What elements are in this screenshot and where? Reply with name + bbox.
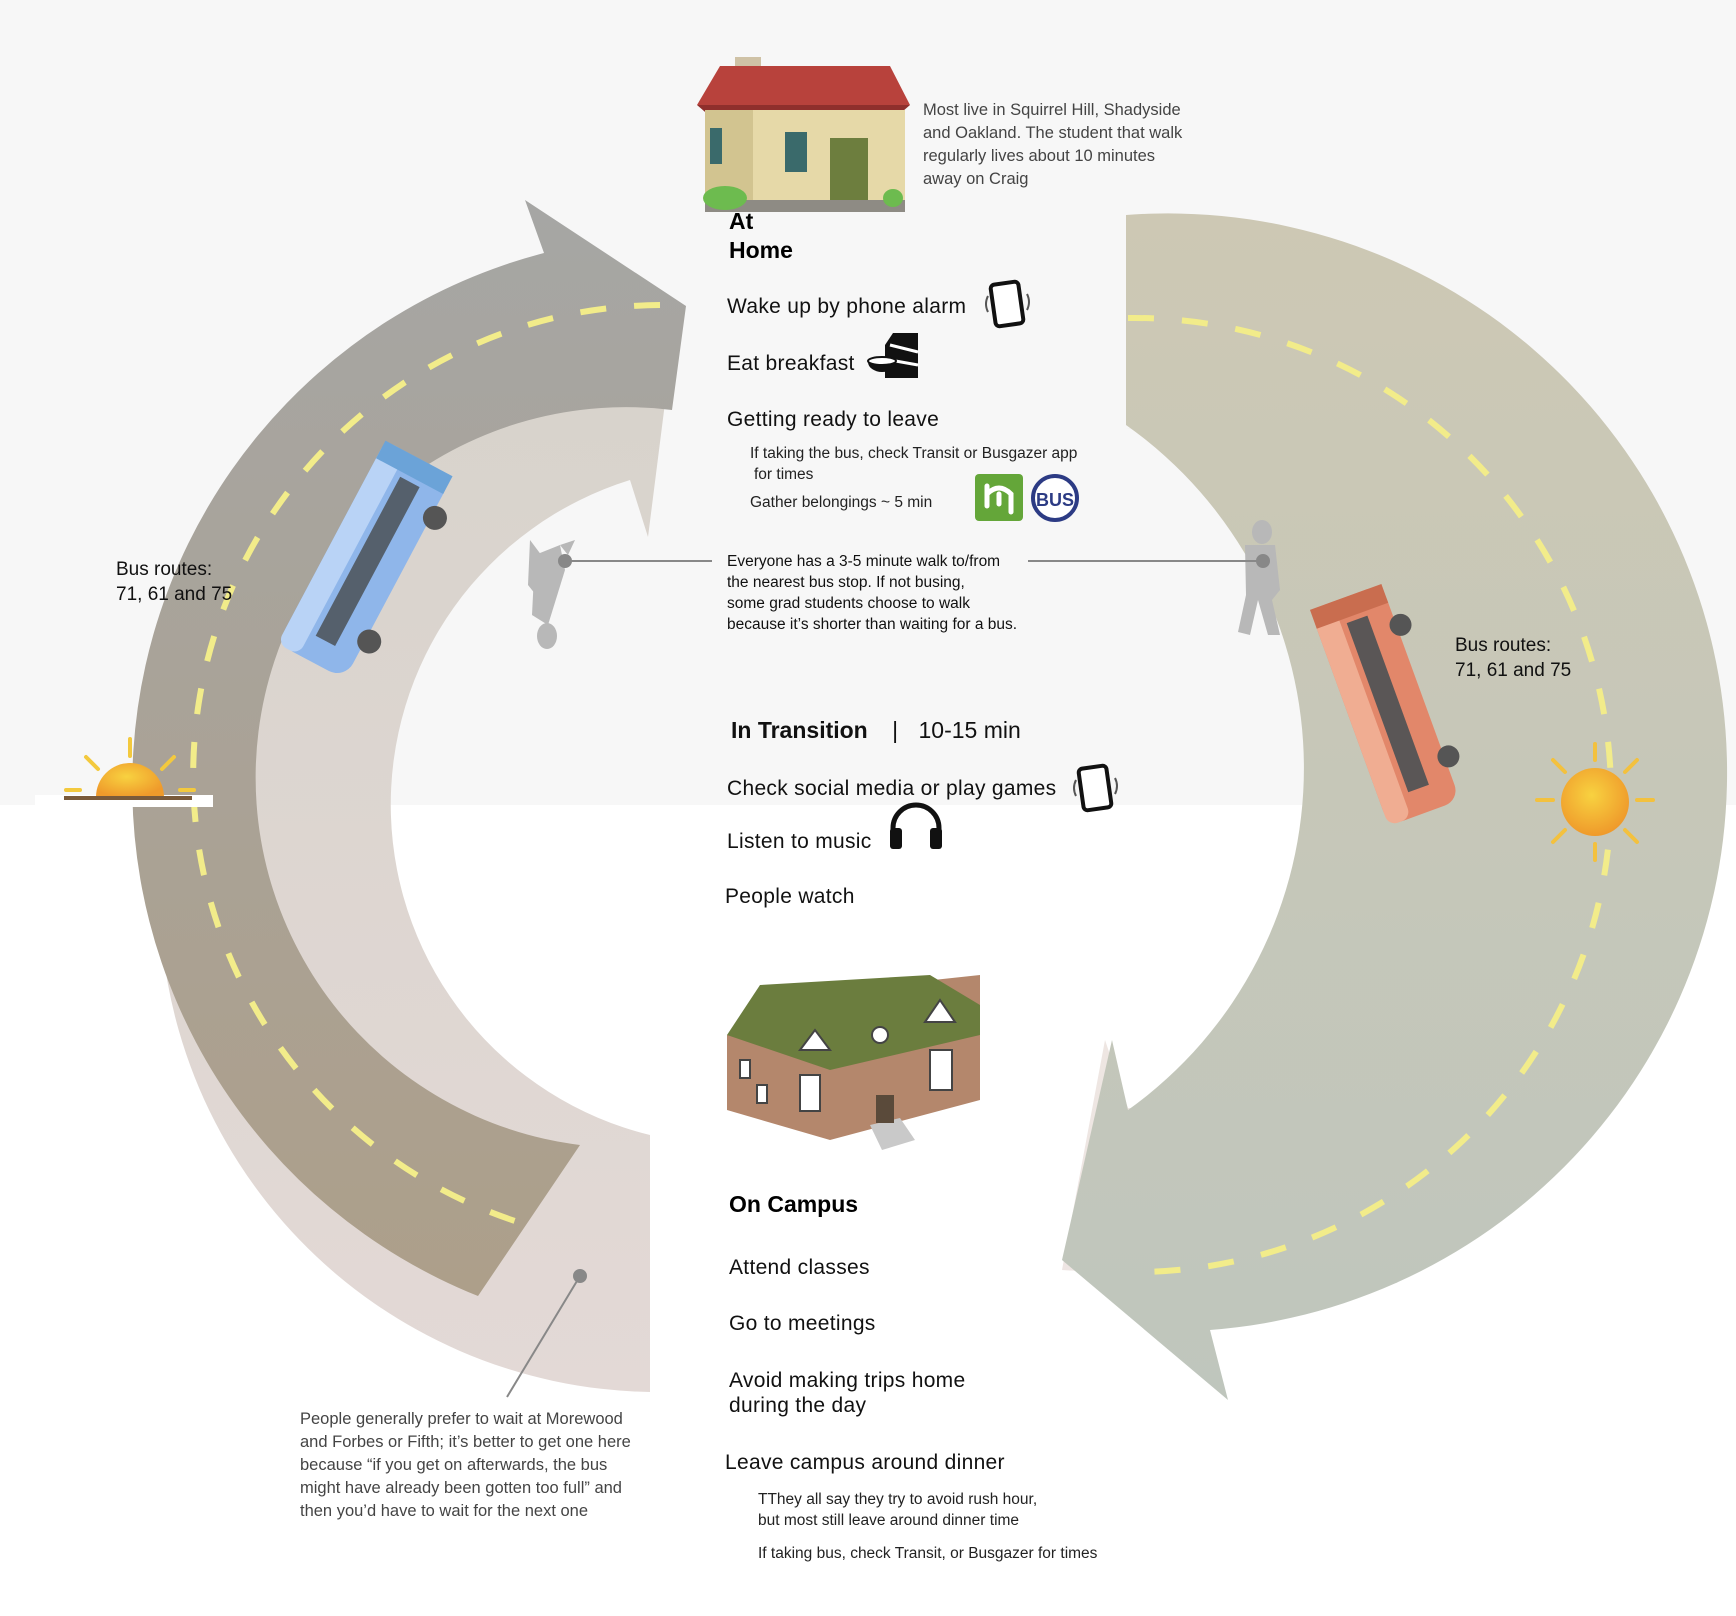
social-media-activity: Check social media or play games [727, 777, 1057, 800]
headphones-icon [890, 802, 942, 849]
phone-alarm-icon [985, 279, 1030, 329]
sun-icon [1535, 742, 1655, 862]
bus-check-note: If taking the bus, check Transit or Busg… [750, 445, 1078, 483]
on-campus-heading: On Campus [729, 1191, 859, 1217]
getting-ready-activity: Getting ready to leave [727, 408, 940, 431]
left-road-dashes [190, 302, 661, 1225]
go-to-meetings-activity: Go to meetings [729, 1312, 876, 1335]
sunrise-icon [35, 737, 213, 807]
people-watch-activity: People watch [725, 885, 855, 908]
house-icon [697, 57, 910, 212]
walker-right-icon [1238, 520, 1280, 635]
home-location-note: Most live in Squirrel Hill, Shadyside and… [923, 101, 1183, 188]
transition-separator: | [892, 717, 899, 743]
attend-classes-activity: Attend classes [729, 1256, 870, 1279]
campus-bus-check-note: If taking bus, check Transit, or Busgaze… [758, 1545, 1098, 1562]
transit-app-icon [975, 474, 1023, 521]
eat-breakfast-activity: Eat breakfast [727, 352, 855, 375]
in-transition-heading: In Transition | 10-15 min [731, 717, 1021, 744]
wait-callout-line [506, 1269, 587, 1398]
walker-left-icon [528, 540, 575, 649]
gather-belongings-note: Gather belongings ~ 5 min [750, 494, 933, 511]
wake-up-activity: Wake up by phone alarm [727, 295, 967, 318]
breakfast-icon [867, 333, 919, 378]
busgazer-app-icon: BUS [1031, 474, 1079, 522]
transition-duration: 10-15 min [918, 717, 1021, 743]
blue-bus-icon [280, 440, 453, 674]
leave-campus-activity: Leave campus around dinner [725, 1451, 1005, 1474]
campus-building-icon [727, 975, 980, 1150]
bus-routes-right: Bus routes: 71, 61 and 75 [1455, 635, 1572, 681]
bus-routes-left: Bus routes: 71, 61 and 75 [116, 559, 233, 605]
right-road-dashes [1127, 314, 1615, 1275]
walk-note: Everyone has a 3-5 minute walk to/from th… [727, 553, 1018, 633]
rush-hour-note: TThey all say they try to avoid rush hou… [758, 1491, 1038, 1529]
orange-bus-icon [1309, 583, 1460, 824]
left-road-arrow [132, 200, 687, 1296]
svg-text:BUS: BUS [1036, 490, 1074, 510]
wait-location-note: People generally prefer to wait at Morew… [300, 1410, 631, 1520]
walk-callout-lines [558, 554, 1270, 568]
at-home-heading: At Home [729, 208, 793, 263]
listen-music-activity: Listen to music [727, 830, 872, 853]
in-transition-title: In Transition [731, 717, 868, 743]
phone-games-icon [1073, 763, 1118, 813]
avoid-trips-activity: Avoid making trips home during the day [729, 1369, 966, 1417]
